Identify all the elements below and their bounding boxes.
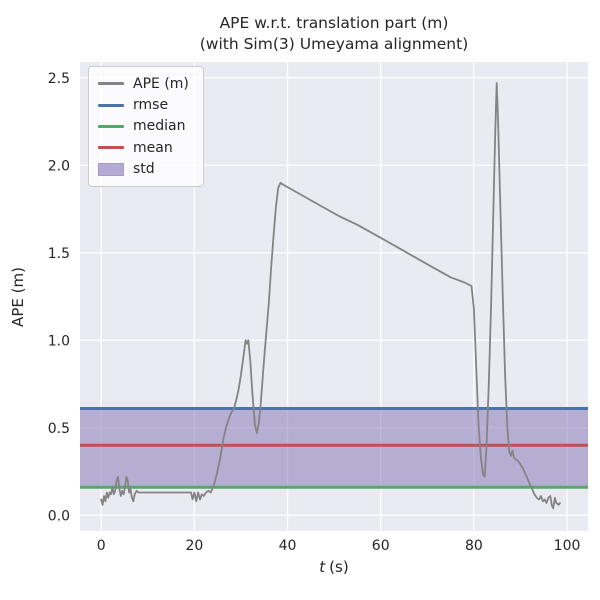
legend-swatch-std [98, 162, 124, 176]
x-tick-label: 60 [372, 538, 390, 554]
legend-label-std: std [133, 161, 155, 178]
legend-label-ape-m: APE (m) [133, 75, 189, 92]
chart-title: APE w.r.t. translation part (m) (with Si… [80, 13, 588, 55]
legend-label-mean: mean [133, 139, 173, 156]
legend: APE (m) rmse median mean std [88, 66, 204, 187]
x-axis-label: t (s) [80, 558, 588, 576]
legend-item-rmse: rmse [98, 98, 194, 112]
y-tick-label: 0.5 [48, 421, 70, 437]
x-tick-label: 100 [554, 538, 581, 554]
x-tick-label: 0 [97, 538, 106, 554]
x-axis-label-unit: (s) [329, 558, 349, 576]
legend-swatch-mean [98, 146, 124, 150]
x-tick-label: 80 [465, 538, 483, 554]
y-tick-label: 0.0 [48, 508, 70, 524]
legend-label-median: median [133, 118, 186, 135]
legend-item-mean: mean [98, 141, 194, 155]
legend-swatch-rmse [98, 103, 124, 107]
ape-line [100, 82, 561, 510]
y-tick-label: 2.0 [48, 158, 70, 174]
chart-title-line2: (with Sim(3) Umeyama alignment) [199, 35, 469, 53]
x-axis-label-variable: t [319, 558, 326, 576]
y-tick-label: 1.0 [48, 333, 70, 349]
legend-swatch-median [98, 124, 124, 128]
chart-title-line1: APE w.r.t. translation part (m) [219, 14, 449, 32]
legend-item-ape-m: APE (m) [98, 77, 194, 91]
legend-label-rmse: rmse [133, 97, 169, 114]
legend-item-std: std [98, 162, 194, 176]
x-tick-label: 40 [279, 538, 297, 554]
legend-item-median: median [98, 119, 194, 133]
x-tick-label: 20 [185, 538, 203, 554]
legend-swatch-ape-m [98, 82, 124, 86]
y-tick-label: 2.5 [48, 71, 70, 87]
y-tick-label: 1.5 [48, 246, 70, 262]
std-band [80, 408, 588, 488]
